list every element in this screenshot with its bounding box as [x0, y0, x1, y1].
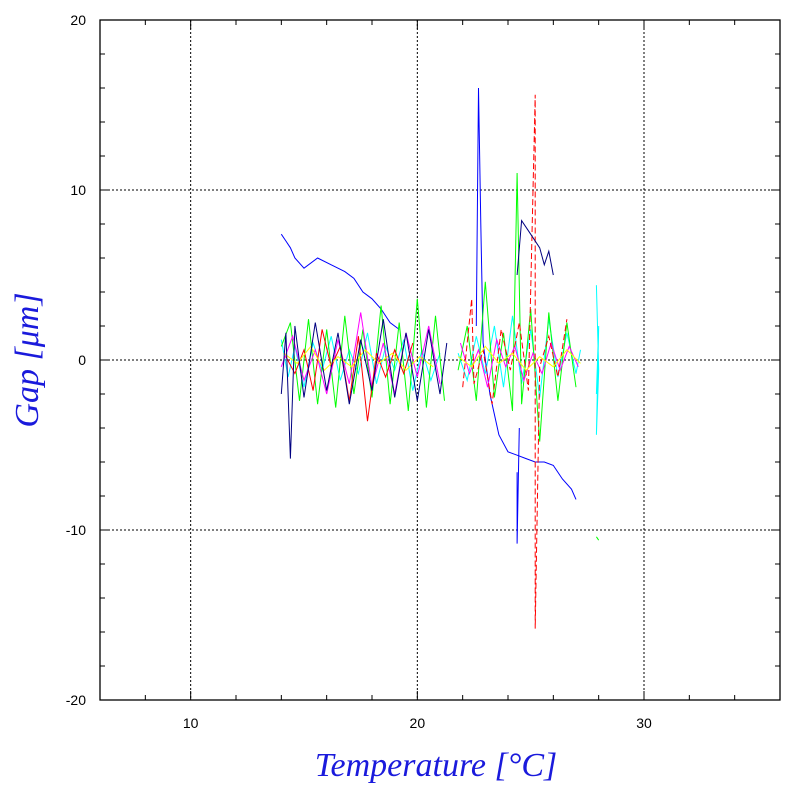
series-line: [280, 319, 448, 459]
data-series: [280, 87, 600, 629]
x-tick-label: 20: [410, 715, 426, 731]
y-tick-label: -10: [66, 522, 86, 538]
series-line: [457, 172, 577, 442]
x-tick-label: 30: [636, 715, 652, 731]
series-line: [516, 219, 554, 276]
y-tick-label: 0: [78, 352, 86, 368]
y-axis-title: Gap [μm]: [9, 292, 46, 427]
axis-ticks: [100, 20, 780, 700]
x-tick-label: 10: [183, 715, 199, 731]
series-line: [459, 337, 579, 388]
y-tick-label: -20: [66, 692, 86, 708]
y-tick-label: 20: [70, 12, 86, 28]
series-line: [475, 87, 577, 500]
series-line: [280, 332, 441, 391]
series-line: [516, 427, 520, 544]
series-line: [285, 329, 414, 422]
series-line: [595, 285, 600, 435]
tick-labels: 10 20 30 -20 -10 0 10 20: [66, 12, 652, 731]
y-tick-label: 10: [70, 182, 86, 198]
series-line: [595, 536, 600, 541]
series-line: [457, 345, 581, 371]
series-line: [280, 233, 400, 330]
x-axis-title: Temperature [°C]: [315, 747, 558, 784]
series-line: [462, 94, 568, 629]
series-line: [283, 345, 434, 372]
